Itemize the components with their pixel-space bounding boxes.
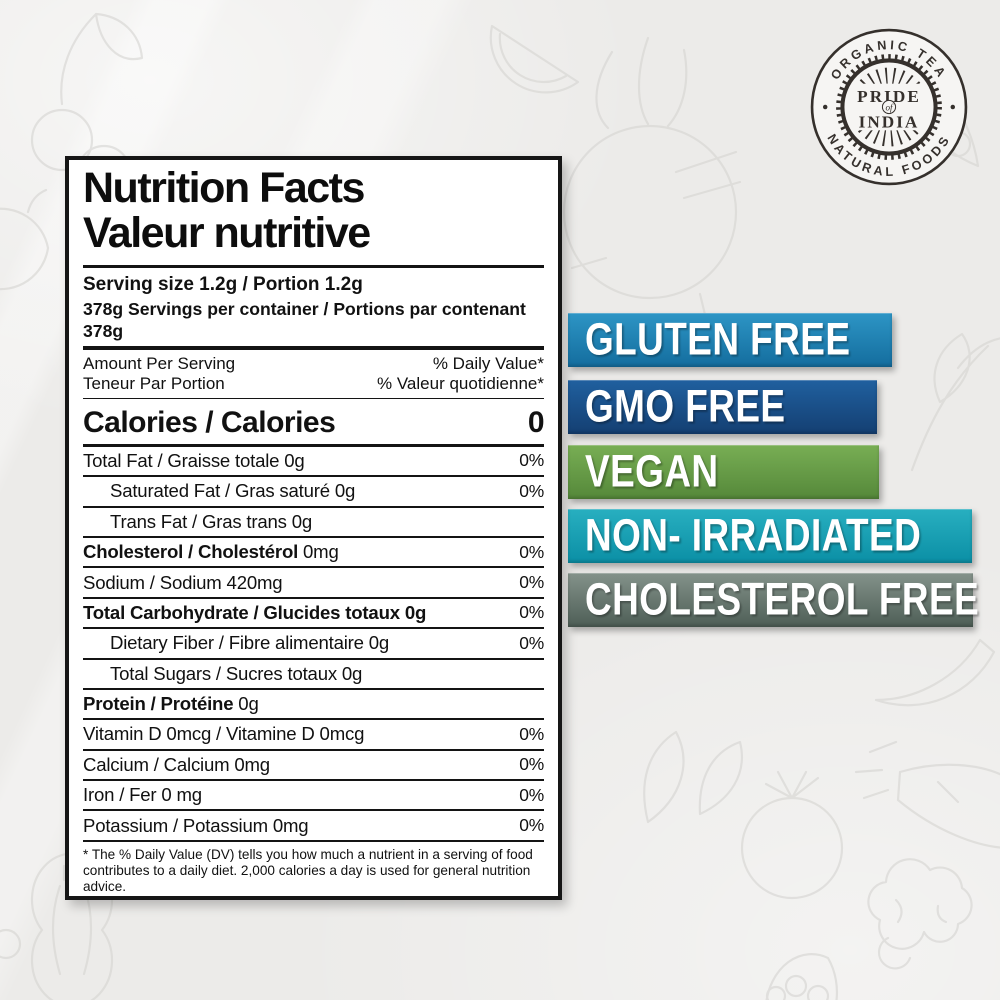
daily-value-en: % Daily Value* [432, 353, 544, 373]
nutrient-label: Cholesterol / Cholestérol 0mg [83, 541, 339, 563]
nutrient-row-potassium: Potassium / Potassium 0mg 0% [83, 811, 544, 842]
logo-center-bottom: INDIA [859, 112, 920, 131]
daily-value-fr: % Valeur quotidienne* [377, 373, 544, 393]
badge-gmo-free: GMO FREE [568, 380, 877, 434]
nutrition-facts-label: Nutrition Facts Valeur nutritive Serving… [65, 156, 562, 900]
nutrient-value: 0% [519, 480, 544, 501]
logo-gear-teeth [836, 54, 942, 160]
amount-per-serving-header: Amount Per Serving Teneur Par Portion % … [83, 354, 544, 394]
nutrient-label: Iron / Fer 0 mg [83, 784, 202, 806]
nutrient-row-saturated-fat: Saturated Fat / Gras saturé 0g 0% [83, 477, 544, 508]
daily-value-footnote: * The % Daily Value (DV) tells you how m… [83, 846, 533, 895]
badge-label: GMO FREE [585, 381, 786, 432]
nutrient-label: Total Sugars / Sucres totaux 0g [110, 662, 363, 684]
nutrient-value: 0% [519, 784, 544, 805]
divider [83, 265, 544, 269]
logo-outer-ring [810, 28, 968, 186]
nutrient-label: Trans Fat / Gras trans 0g [110, 510, 313, 532]
logo-center-mid: of [885, 103, 894, 113]
nutrient-label: Dietary Fiber / Fibre alimentaire 0g [110, 632, 390, 654]
doodle-radish [562, 36, 742, 362]
nutrient-row-calcium: Calcium / Calcium 0mg 0% [83, 751, 544, 782]
nutrient-value: 0% [519, 541, 544, 562]
nutrient-row-sodium: Sodium / Sodium 420mg 0% [83, 568, 544, 599]
doodle-apple [0, 188, 50, 291]
divider [83, 346, 544, 350]
nutrient-label: Calcium / Calcium 0mg [83, 753, 270, 775]
nutrient-row-trans-fat: Trans Fat / Gras trans 0g [83, 508, 544, 538]
amount-per-serving-fr: Teneur Par Portion [83, 373, 225, 393]
badge-label: CHOLESTEROL FREE [585, 574, 980, 625]
doodle-carrot [854, 740, 1000, 849]
calories-row: Calories / Calories 0 [83, 403, 545, 444]
badge-cholesterol-free: CHOLESTEROL FREE [568, 573, 979, 627]
nutrient-value: 0% [519, 632, 544, 653]
calories-value: 0 [527, 406, 545, 440]
doodle-tomato [740, 770, 844, 900]
label-title-en: Nutrition Facts [83, 164, 365, 212]
nutrient-label: Protein / Protéine 0g [83, 693, 259, 715]
nutrient-label: Saturated Fat / Gras saturé 0g [110, 480, 356, 502]
nutrient-label: Potassium / Potassium 0mg [83, 814, 309, 836]
nutrient-row-protein: Protein / Protéine 0g [83, 690, 544, 721]
nutrient-row-cholesterol: Cholesterol / Cholestérol 0mg 0% [83, 538, 544, 569]
logo-right-dot [950, 104, 956, 110]
logo-inner-ring [840, 58, 938, 156]
doodle-passionfruit [765, 953, 839, 1000]
badge-non-irradiated: NON- IRRADIATED [568, 509, 972, 563]
logo-center-top: PRIDE [857, 87, 921, 106]
calories-label: Calories / Calories [83, 406, 336, 440]
badge-gluten-free: GLUTEN FREE [568, 313, 892, 367]
doodle-broccoli [867, 858, 973, 970]
doodle-banana [874, 638, 996, 707]
logo-of-medallion [881, 99, 897, 115]
label-title-fr: Valeur nutritive [83, 208, 371, 257]
doodle-leaf-branch-right [910, 332, 1000, 472]
nutrient-value: 0% [519, 602, 544, 623]
nutrient-value: 0% [519, 815, 544, 836]
amount-per-serving-en: Amount Per Serving [83, 353, 236, 373]
nutrient-value: 0% [519, 572, 544, 593]
nutrient-row-dietary-fiber: Dietary Fiber / Fibre alimentaire 0g 0% [83, 629, 544, 660]
nutrient-value: 0% [519, 450, 544, 471]
nutrient-row-total-carbohydrate: Total Carbohydrate / Glucides totaux 0g … [83, 599, 544, 630]
badge-label: NON- IRRADIATED [585, 510, 922, 561]
badge-label: GLUTEN FREE [585, 314, 851, 365]
badge-vegan: VEGAN [568, 445, 879, 499]
nutrient-value: 0% [519, 723, 544, 744]
badge-label: VEGAN [585, 446, 719, 497]
doodle-leaves-mid [643, 730, 743, 824]
nutrient-row-total-sugars: Total Sugars / Sucres totaux 0g [83, 660, 544, 690]
serving-size-line: Serving size 1.2g / Portion 1.2g [83, 274, 363, 296]
servings-per-container-line: 378g Servings per container / Portions p… [83, 299, 526, 341]
divider [83, 397, 544, 400]
nutrient-label: Sodium / Sodium 420mg [83, 571, 283, 593]
nutrient-row-total-fat: Total Fat / Graisse totale 0g 0% [83, 447, 544, 478]
logo-left-dot [822, 104, 828, 110]
nutrient-row-vitamin-d: Vitamin D 0mcg / Vitamine D 0mcg 0% [83, 720, 544, 751]
nutrient-label: Vitamin D 0mcg / Vitamine D 0mcg [83, 723, 365, 745]
nutrient-row-iron: Iron / Fer 0 mg 0% [83, 781, 544, 812]
pride-of-india-logo: PRIDE of INDIA ORGANIC TEA NATURAL FOODS [810, 28, 968, 186]
divider [83, 444, 544, 447]
nutrient-label: Total Carbohydrate / Glucides totaux 0g [83, 601, 427, 623]
nutrient-label: Total Fat / Graisse totale 0g [83, 449, 305, 471]
nutrient-value: 0% [519, 754, 544, 775]
doodle-watermelon-slice [489, 24, 580, 94]
